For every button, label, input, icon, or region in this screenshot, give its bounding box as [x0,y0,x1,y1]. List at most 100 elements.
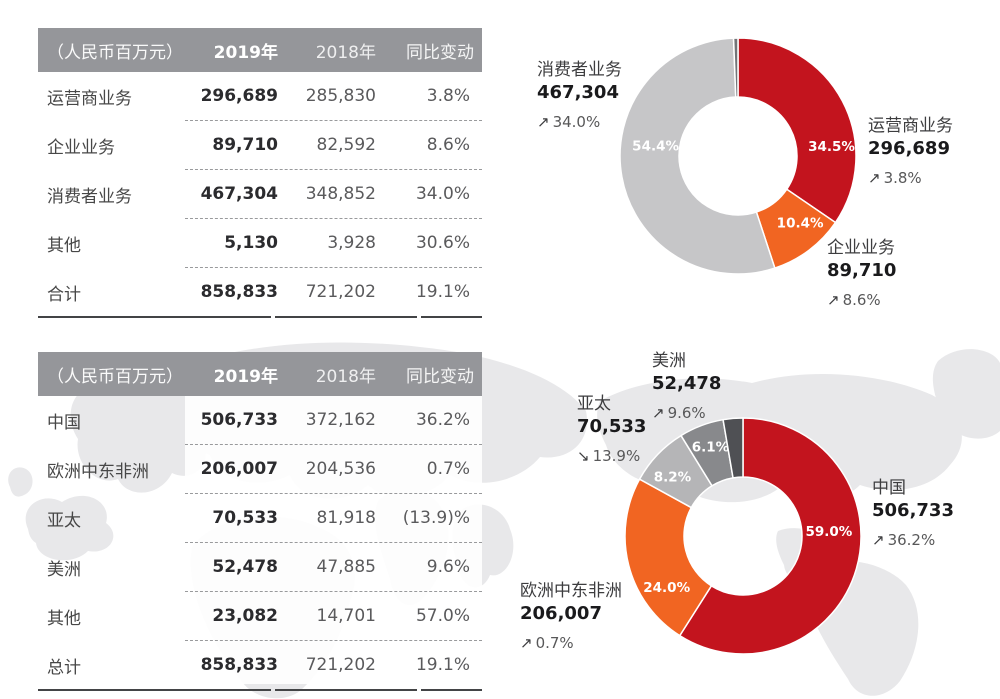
value-change: 34.0% [415,184,470,204]
value-2018: 721,202 [305,655,376,675]
value-2019: 52,478 [212,557,278,577]
regional-revenue-donut-chart: 59.0% 24.0% 8.2%6.1% [624,417,862,655]
row-label: 消费者业务 [47,186,132,207]
callout-segment-name: 消费者业务 [537,60,622,80]
trend-up-arrow-icon: ↗ [827,291,840,309]
unit-label: （人民币百万元） [47,42,183,63]
value-2019: 858,833 [200,282,278,302]
callout-change-value: 13.9% [592,447,641,465]
value-2018: 285,830 [305,86,376,106]
callout-change: ↗ 8.6% [827,291,896,309]
row-separator [185,267,482,268]
value-change: 19.1% [415,282,470,302]
row-label: 合计 [47,284,81,305]
table-row: 其他 5,130 3,928 30.6% [38,219,482,267]
column-2019: 2019年 [213,42,278,63]
row-label: 企业业务 [47,137,115,158]
trend-up-arrow-icon: ↗ [868,169,881,187]
row-label: 其他 [47,235,81,256]
callout-amount: 296,689 [868,138,950,159]
callout-amount: 52,478 [652,373,722,394]
other-slice [732,37,739,98]
row-label: 其他 [47,608,81,629]
callout-amount: 206,007 [520,603,602,624]
callout-amount: 89,710 [827,260,897,281]
callout-segment-name: 运营商业务 [868,116,953,136]
column-change: 同比变动 [406,42,474,63]
callout-change-value: 0.7% [535,634,574,652]
row-label: 运营商业务 [47,88,132,109]
value-2019: 858,833 [200,655,278,675]
row-separator [185,218,482,219]
business-revenue-donut-chart: 34.5% 10.4% 54.4% [619,37,857,275]
table-row: 中国 506,733 372,162 36.2% [38,396,482,444]
value-2019: 467,304 [200,184,278,204]
callout-change: ↘ 13.9% [577,447,646,465]
emea-share-label: 24.0% [643,580,690,596]
continent-shape [932,349,1000,439]
callout-change-value: 3.8% [883,169,922,187]
carrier-share-label: 34.5% [808,139,855,155]
trend-up-arrow-icon: ↗ [520,634,533,652]
table-bottom-border [38,689,482,691]
value-2018: 82,592 [316,135,376,155]
other-slice [722,417,744,479]
callout-change-value: 8.6% [842,291,881,309]
callout-change: ↗ 3.8% [868,169,953,187]
table-row: 企业业务 89,710 82,592 8.6% [38,121,482,169]
callout-amount: 70,533 [577,416,647,437]
china-share-label: 59.0% [805,524,852,540]
row-label: 中国 [47,412,81,433]
row-separator [185,444,482,445]
unit-label: （人民币百万元） [47,366,183,387]
value-2019: 506,733 [200,410,278,430]
consumer-slice [619,37,776,275]
table-total-row: 总计 858,833 721,202 19.1% [38,641,482,689]
callout-segment-name: 亚太 [577,394,611,414]
value-2019: 296,689 [200,86,278,106]
value-2018: 81,918 [316,508,376,528]
value-columns-backdrop [185,72,482,312]
value-change: 57.0% [415,606,470,626]
row-separator [185,169,482,170]
callout-change: ↗ 34.0% [537,113,622,131]
table-header-row: （人民币百万元） 2019年 2018年 同比变动 [38,352,482,396]
table-row: 消费者业务 467,304 348,852 34.0% [38,170,482,218]
callout-americas: 美洲 52,478 ↗ 9.6% [652,351,721,422]
callout-china: 中国 506,733 ↗ 36.2% [872,478,954,549]
row-label: 亚太 [47,510,81,531]
table-header-row: （人民币百万元） 2019年 2018年 同比变动 [38,28,482,72]
value-2018: 348,852 [305,184,376,204]
callout-change-value: 36.2% [887,531,936,549]
americas-share-label: 6.1% [692,439,730,455]
table-total-row: 合计 858,833 721,202 19.1% [38,268,482,316]
value-change: 3.8% [426,86,470,106]
callout-enterprise: 企业业务 89,710 ↗ 8.6% [827,238,896,309]
value-change: (13.9)% [402,508,470,528]
table-row: 亚太 70,533 81,918 (13.9)% [38,494,482,542]
callout-segment-name: 企业业务 [827,238,895,258]
table-row: 其他 23,082 14,701 57.0% [38,592,482,640]
callout-apac: 亚太 70,533 ↘ 13.9% [577,394,646,465]
apac-share-label: 8.2% [654,470,692,486]
row-label: 总计 [47,657,81,678]
row-separator [185,493,482,494]
row-separator [185,542,482,543]
value-change: 30.6% [415,233,470,253]
column-change: 同比变动 [406,366,474,387]
value-2018: 372,162 [305,410,376,430]
row-label: 美洲 [47,559,81,580]
value-2019: 70,533 [212,508,278,528]
business-revenue-table: （人民币百万元） 2019年 2018年 同比变动运营商业务 296,689 285,83… [38,28,482,318]
value-2019: 5,130 [224,233,278,253]
value-change: 36.2% [415,410,470,430]
row-label: 欧洲中东非洲 [47,461,149,482]
column-2018: 2018年 [315,42,376,63]
callout-amount: 506,733 [872,500,954,521]
callout-change: ↗ 36.2% [872,531,954,549]
callout-change-value: 9.6% [667,404,706,422]
table-row: 欧洲中东非洲 206,007 204,536 0.7% [38,445,482,493]
consumer-share-label: 54.4% [632,139,679,155]
emea-slice [624,478,713,637]
